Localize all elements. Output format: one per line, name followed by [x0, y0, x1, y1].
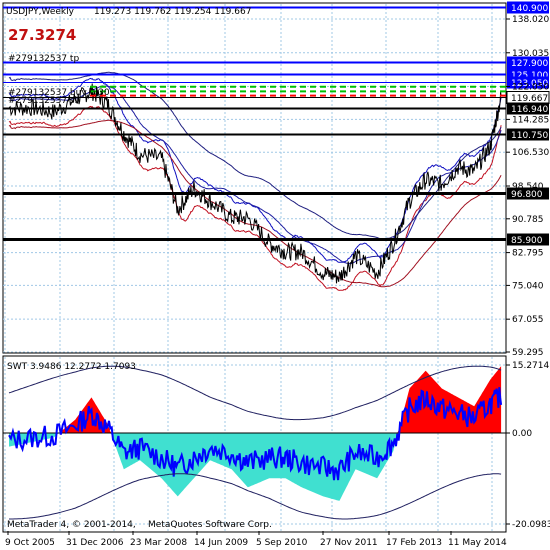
price-level-tag-label: 125.100 [511, 71, 548, 81]
swt-lower-band [9, 473, 502, 520]
price-level-tag-label: 119.667 [511, 94, 548, 104]
price-tick-label: 59.295 [512, 348, 544, 358]
price-level-tag-bg [507, 56, 549, 69]
tp-label: #279132537 tp [8, 54, 79, 64]
price-level-tag-label: 140.900 [511, 4, 548, 14]
price-level-tag: 85.900 [507, 233, 549, 246]
ohlc-label: 119.273 119.762 119.254 119.667 [94, 7, 251, 17]
price-tick-label: 98.540 [512, 182, 544, 192]
indicator-axis: 15.2714 0.00 -20.0983 [506, 361, 550, 530]
price-level-tag-label: 123.050 [511, 79, 548, 89]
price-level-tag-bg [507, 187, 549, 200]
price-axis: 138.020 130.035 122.050 114.285 106.530 98.54… [506, 15, 549, 358]
indicator-tick-label: 0.00 [512, 429, 532, 439]
price-level-tag-bg [507, 1, 549, 14]
price-tick-label: 90.785 [512, 215, 544, 225]
price-level-tag: 116.940 [507, 102, 549, 115]
time-tick-label: 9 Oct 2005 [5, 538, 55, 548]
order-buy-label: #279132537 buy 0.30 [8, 88, 110, 98]
swt-upper-band [8, 365, 502, 421]
indicator-tick-label: 15.2714 [512, 361, 549, 371]
price-level-tag-label: 96.800 [511, 190, 543, 200]
price-level-tag: 96.800 [507, 187, 549, 200]
price-tick-label: 130.035 [512, 49, 549, 59]
price-level-tag-bg [507, 102, 549, 115]
price-level-tag-label: 85.900 [511, 236, 543, 246]
copyright-brand: MetaTrader 4, © 2001-2014, [7, 520, 136, 530]
price-level-tag: 123.050 [507, 76, 549, 89]
swt-positive-area [9, 366, 502, 433]
price-panel-frame [2, 2, 507, 354]
price-tick-label: 138.020 [512, 15, 549, 25]
price-level-tag: 110.750 [507, 128, 549, 141]
price-tick-label: 82.795 [512, 249, 544, 259]
ma-long-blue [8, 71, 502, 240]
price-tick-label: 67.055 [512, 315, 544, 325]
time-axis: 9 Oct 2005 31 Dec 2006 23 Mar 2008 14 Jun 2… [5, 531, 507, 548]
price-level-tag-label: 110.750 [511, 131, 548, 141]
price-level-tag-label: 127.900 [511, 59, 548, 69]
price-tick-label: 114.285 [512, 115, 549, 125]
price-line [8, 83, 502, 284]
time-tick-label: 31 Dec 2006 [66, 538, 124, 548]
time-tick-label: 14 Jun 2009 [194, 538, 248, 548]
ma-upper-band [8, 77, 502, 263]
price-level-tag: 127.900 [507, 56, 549, 69]
price-series [8, 83, 502, 284]
price-tick-label: 106.530 [512, 148, 549, 158]
time-tick-label: 11 May 2014 [448, 538, 507, 548]
order-sl-label: #279132537 sl [8, 96, 77, 106]
chart-header: USDJPY,Weekly 119.273 119.762 119.254 11… [6, 7, 251, 106]
price-level-tag-bg [507, 76, 549, 89]
price-level-tag-label: 116.940 [511, 105, 548, 115]
time-tick-label: 27 Nov 2011 [320, 538, 378, 548]
price-level-tag-bg [507, 233, 549, 246]
price-tick-label: 122.050 [512, 83, 549, 93]
indicator-panel[interactable] [2, 355, 507, 533]
indicator-tick-label: -20.0983 [512, 520, 550, 530]
price-level-tag: 140.900 [507, 1, 549, 14]
time-tick-label: 23 Mar 2008 [130, 538, 187, 548]
indicator-label: SWT 3.9486 12.2772 1.7093 [7, 362, 136, 372]
symbol-label: USDJPY,Weekly [6, 7, 75, 17]
time-tick-label: 5 Sep 2010 [256, 538, 308, 548]
swt-signal-line [8, 387, 503, 481]
price-tick-label: 75.040 [512, 281, 544, 291]
copyright-company: MetaQuotes Software Corp. [148, 520, 272, 530]
swt-lines [8, 365, 503, 520]
price-level-tag-bg [507, 128, 549, 141]
ma-slow-red [8, 119, 502, 288]
price-level-tag: 119.667 [506, 91, 550, 104]
indicator-grid [3, 357, 506, 531]
big-value-label: 27.3274 [8, 26, 76, 44]
time-tick-label: 17 Feb 2013 [386, 538, 442, 548]
